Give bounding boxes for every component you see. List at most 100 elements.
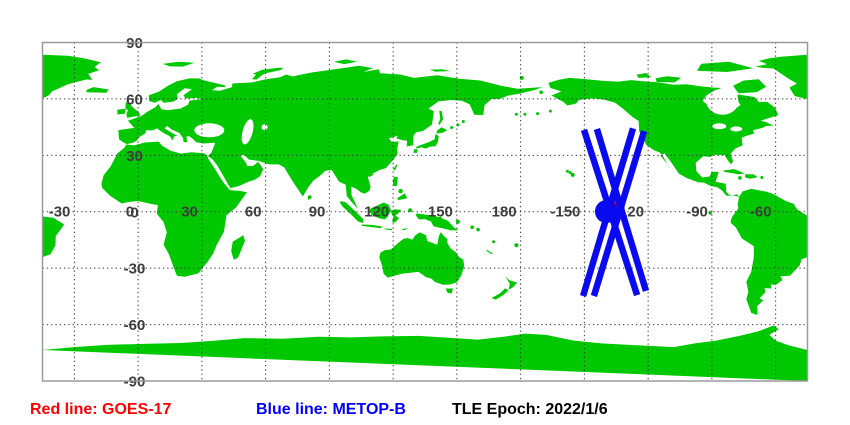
lat-label: 90 — [126, 35, 143, 52]
map-area — [0, 42, 850, 382]
island-dot — [514, 112, 518, 116]
land-north_america — [0, 78, 13, 197]
island-dot — [492, 240, 496, 244]
land-svalbard — [162, 61, 195, 67]
lon-label: -30 — [49, 203, 71, 220]
island-dot — [514, 243, 519, 248]
land-nz_north — [505, 276, 518, 290]
land-madagascar — [231, 235, 245, 260]
land-kyushu — [413, 148, 418, 153]
lat-label: 30 — [126, 148, 143, 165]
lon-label: 150 — [428, 203, 453, 220]
island-dot — [450, 126, 454, 129]
land-south_america — [730, 188, 808, 315]
land-honshu — [416, 133, 439, 149]
island-dot — [408, 208, 413, 213]
land-new_guinea — [416, 213, 459, 231]
metopb-track-line — [590, 130, 648, 297]
sea-aral — [261, 124, 268, 131]
island-dot — [565, 169, 569, 173]
land-antarctica — [42, 325, 808, 381]
land-greenland — [42, 54, 101, 99]
land-sakhalin — [438, 110, 444, 125]
island-dot — [738, 176, 742, 180]
landmasses — [0, 54, 850, 382]
land-new_caledonia — [486, 249, 493, 255]
sea-great-lakes-w — [712, 123, 727, 130]
land-luzon — [392, 176, 398, 187]
lon-label: 90 — [309, 203, 326, 220]
island-dot — [456, 123, 460, 127]
land-baffin — [733, 79, 767, 94]
legend-goes17-label: Red line: GOES-17 — [30, 401, 172, 418]
sea-great-lakes-e — [730, 126, 743, 132]
land-hokkaido — [436, 127, 448, 134]
island-dot — [455, 219, 460, 224]
lat-label: -30 — [124, 261, 146, 278]
lon-label: 180 — [492, 203, 517, 220]
land-hainan — [369, 173, 374, 178]
legend-bar: Red line: GOES-17 Blue line: METOP-B TLE… — [0, 401, 850, 423]
graticule — [42, 42, 808, 381]
lon-label: -90 — [686, 203, 708, 220]
sea-black-sea — [194, 123, 225, 138]
island-dot — [568, 171, 572, 175]
land-uk — [125, 102, 141, 118]
land-lesser_sunda — [384, 228, 393, 231]
land-taiwan — [393, 164, 398, 171]
island-dot — [523, 112, 527, 116]
land-greenland — [755, 54, 808, 99]
island-dot — [536, 112, 540, 116]
land-antarctica — [808, 326, 850, 382]
land-ellesmere_group — [697, 61, 754, 72]
land-iceland — [86, 87, 109, 93]
island-dot — [461, 120, 465, 123]
land-sri_lanka — [307, 194, 312, 201]
lon-label: 120 — [364, 203, 389, 220]
lat-label: -90 — [124, 374, 146, 391]
lat-label: 0 — [130, 204, 138, 221]
land-severnaya_zemlya — [333, 59, 357, 65]
land-sulawesi — [391, 209, 402, 223]
lon-label: 0 — [126, 203, 134, 220]
land-africa — [101, 141, 247, 277]
island-dot — [570, 172, 575, 177]
land-victoria_island — [655, 76, 682, 83]
lat-label: 60 — [126, 91, 143, 108]
island-dot — [548, 109, 552, 113]
land-antarctica — [0, 326, 43, 382]
island-dot — [760, 176, 764, 179]
land-south_america — [42, 215, 65, 258]
sea-caspian — [241, 119, 254, 145]
land-mindanao — [397, 193, 408, 201]
metopb-marker — [594, 200, 618, 224]
land-australia — [379, 232, 465, 285]
land-nz_south — [491, 288, 509, 300]
legend-metopb-label: Blue line: METOP-B — [256, 401, 406, 418]
land-baffin — [0, 79, 1, 93]
land-hispaniola — [745, 174, 758, 179]
land-ireland — [117, 108, 126, 115]
island-dot — [539, 90, 543, 95]
island-dot — [438, 216, 442, 220]
map-border — [41, 41, 809, 382]
land-banks_island — [636, 73, 652, 78]
land-novaya_zemlya — [251, 67, 284, 80]
land-eurasia — [118, 65, 543, 210]
land-cuba — [722, 169, 745, 175]
lon-label: -60 — [750, 203, 772, 220]
lat-label: -60 — [124, 317, 146, 334]
lon-label: 60 — [245, 203, 262, 220]
land-new_siberian — [429, 69, 451, 72]
land-north_america — [548, 77, 779, 197]
lon-label: 30 — [181, 203, 198, 220]
legend-tle-epoch-label: TLE Epoch: 2022/1/6 — [452, 401, 608, 418]
land-borneo — [369, 202, 392, 220]
land-java — [361, 224, 382, 229]
land-sumatra — [340, 201, 364, 223]
island-dot — [476, 227, 480, 232]
sea-hudson-bay — [706, 88, 739, 115]
island-dot — [470, 225, 475, 229]
